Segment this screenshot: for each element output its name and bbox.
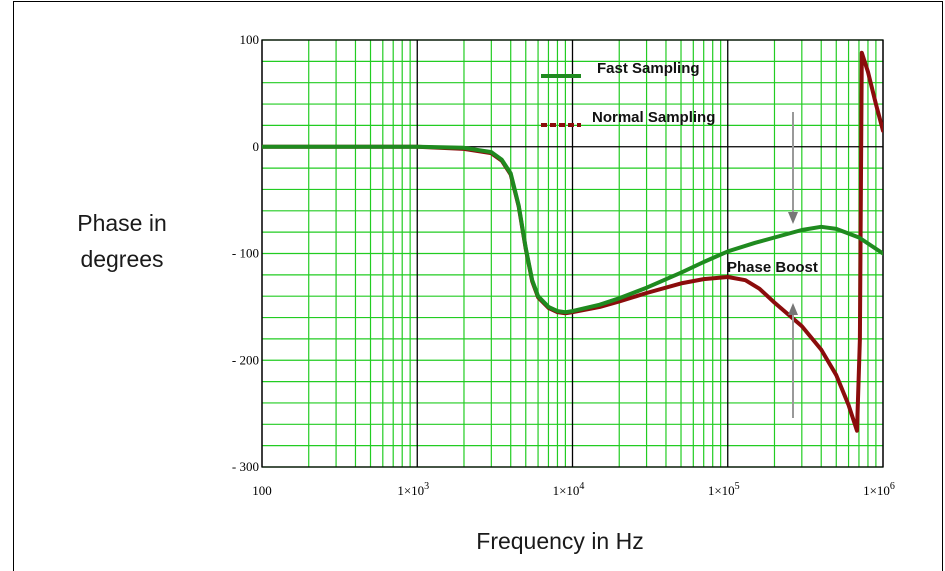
arrow-down-head [788,212,798,224]
annotation-phase-boost: Phase Boost [727,259,818,276]
x-tick-exponent: 3 [424,481,429,492]
x-tick-label: 100 [252,483,272,498]
y-axis-label-line2: degrees [80,246,164,272]
x-tick-exponent: 5 [735,481,740,492]
y-axis-label-line1: Phase in [77,210,167,236]
x-tick-label: 1×106 [863,481,895,498]
y-tick-label: 0 [253,139,260,154]
x-tick-label: 1×103 [397,481,429,498]
figure-frame [13,1,943,571]
x-axis-label: Frequency in Hz [476,528,644,554]
x-tick-label: 1×104 [553,481,585,498]
legend-label: Normal Sampling [592,109,715,126]
series-line-fast-sampling [262,144,883,315]
y-tick-label: - 300 [232,459,259,474]
legend-label: Fast Sampling [597,60,700,77]
y-tick-label: 100 [240,32,260,47]
arrow-up-head [788,303,798,315]
y-tick-label: - 100 [232,246,259,261]
x-tick-exponent: 4 [579,481,584,492]
x-tick-label: 1×105 [708,481,740,498]
x-tick-exponent: 6 [890,481,895,492]
y-tick-label: - 200 [232,352,259,367]
